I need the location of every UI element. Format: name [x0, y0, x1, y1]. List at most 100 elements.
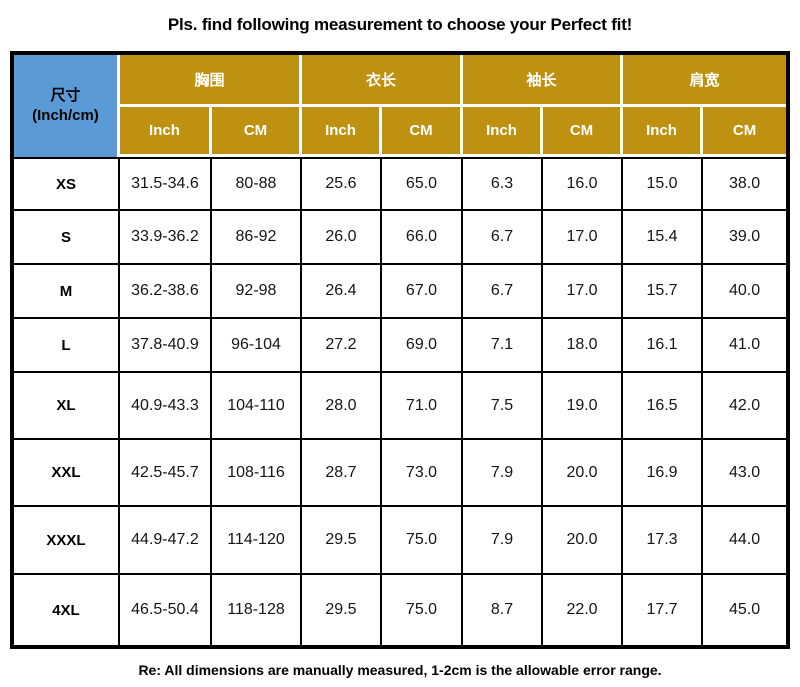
value-cell: 67.0: [381, 265, 463, 319]
unit-header-row: Inch CM Inch CM Inch CM Inch CM: [14, 107, 787, 157]
value-cell: 40.0: [703, 265, 787, 319]
value-cell: 16.5: [623, 373, 704, 440]
size-label: XS: [13, 157, 120, 211]
value-cell: 75.0: [381, 575, 463, 645]
value-cell: 8.7: [463, 575, 543, 645]
value-cell: 40.9-43.3: [119, 373, 212, 440]
value-cell: 44.9-47.2: [119, 507, 212, 575]
value-cell: 36.2-38.6: [119, 265, 212, 319]
size-label: XL: [13, 373, 120, 440]
footer-note: Re: All dimensions are manually measured…: [138, 662, 662, 678]
value-cell: 118-128: [211, 575, 302, 645]
corner-header-line1: 尺寸: [50, 87, 81, 104]
value-cell: 104-110: [211, 373, 302, 440]
value-cell: 33.9-36.2: [119, 211, 212, 265]
value-cell: 17.7: [623, 575, 704, 645]
table-row: S 33.9-36.2 86-92 26.0 66.0 6.7 17.0 15.4 39.0: [13, 211, 787, 265]
value-cell: 66.0: [381, 211, 463, 265]
value-cell: 28.7: [301, 440, 382, 507]
table-row: XL 40.9-43.3 104-110 28.0 71.0 7.5 19.0 16.5 42.…: [13, 373, 787, 440]
value-cell: 65.0: [381, 157, 463, 211]
size-chart-table: 尺寸 (Inch/cm) 胸围 衣长 袖长 肩宽 Inch CM Inch CM…: [9, 51, 791, 649]
corner-header-line2: (Inch/cm): [32, 107, 99, 124]
group-header-length: 衣长: [301, 55, 463, 107]
page-title: Pls. find following measurement to choos…: [167, 15, 633, 34]
value-cell: 7.1: [463, 319, 543, 373]
value-cell: 26.4: [301, 265, 382, 319]
value-cell: 16.0: [543, 157, 624, 211]
table-header: 尺寸 (Inch/cm) 胸围 衣长 袖长 肩宽 Inch CM Inch CM…: [13, 55, 787, 157]
value-cell: 39.0: [703, 211, 787, 265]
value-cell: 17.3: [623, 507, 704, 575]
value-cell: 92-98: [211, 265, 302, 319]
unit-header: CM: [703, 107, 787, 157]
value-cell: 27.2: [301, 319, 382, 373]
table-row: XXL 42.5-45.7 108-116 28.7 73.0 7.9 20.0 16.9 43…: [13, 440, 787, 507]
value-cell: 25.6: [301, 157, 382, 211]
unit-header: CM: [543, 107, 624, 157]
size-label: XXL: [13, 440, 120, 507]
table-row: M 36.2-38.6 92-98 26.4 67.0 6.7 17.0 15.7 40.0: [13, 265, 787, 319]
table-row: XS 31.5-34.6 80-88 25.6 65.0 6.3 16.0 15.0 38.0: [13, 157, 787, 211]
size-table-body: XS 31.5-34.6 80-88 25.6 65.0 6.3 16.0 15.0 38.0 S…: [13, 157, 787, 645]
value-cell: 38.0: [703, 157, 787, 211]
value-cell: 80-88: [211, 157, 302, 211]
value-cell: 42.0: [703, 373, 787, 440]
value-cell: 7.9: [463, 507, 543, 575]
value-cell: 37.8-40.9: [119, 319, 212, 373]
unit-header: Inch: [623, 107, 704, 157]
group-header-sleeve: 袖长: [463, 55, 624, 107]
value-cell: 44.0: [703, 507, 787, 575]
value-cell: 41.0: [703, 319, 787, 373]
value-cell: 17.0: [543, 265, 624, 319]
unit-header: CM: [381, 107, 463, 157]
value-cell: 28.0: [301, 373, 382, 440]
value-cell: 16.1: [623, 319, 704, 373]
value-cell: 15.7: [623, 265, 704, 319]
value-cell: 29.5: [301, 575, 382, 645]
size-label: M: [13, 265, 120, 319]
unit-header: Inch: [119, 107, 212, 157]
size-label: L: [13, 319, 120, 373]
value-cell: 6.7: [463, 265, 543, 319]
value-cell: 71.0: [381, 373, 463, 440]
value-cell: 20.0: [543, 507, 624, 575]
group-header-chest: 胸围: [119, 55, 302, 107]
value-cell: 96-104: [211, 319, 302, 373]
value-cell: 20.0: [543, 440, 624, 507]
value-cell: 16.9: [623, 440, 704, 507]
value-cell: 29.5: [301, 507, 382, 575]
table-row: L 37.8-40.9 96-104 27.2 69.0 7.1 18.0 16.1 41.0: [13, 319, 787, 373]
value-cell: 19.0: [543, 373, 624, 440]
size-label: XXXL: [13, 507, 120, 575]
value-cell: 75.0: [381, 507, 463, 575]
value-cell: 7.5: [463, 373, 543, 440]
value-cell: 114-120: [211, 507, 302, 575]
value-cell: 17.0: [543, 211, 624, 265]
size-label: S: [13, 211, 120, 265]
value-cell: 73.0: [381, 440, 463, 507]
value-cell: 15.4: [623, 211, 704, 265]
value-cell: 69.0: [381, 319, 463, 373]
value-cell: 42.5-45.7: [119, 440, 212, 507]
value-cell: 26.0: [301, 211, 382, 265]
unit-header: CM: [211, 107, 302, 157]
unit-header: Inch: [463, 107, 543, 157]
value-cell: 6.7: [463, 211, 543, 265]
unit-header: Inch: [301, 107, 382, 157]
value-cell: 18.0: [543, 319, 624, 373]
value-cell: 6.3: [463, 157, 543, 211]
value-cell: 43.0: [703, 440, 787, 507]
value-cell: 108-116: [211, 440, 302, 507]
group-header-row: 尺寸 (Inch/cm) 胸围 衣长 袖长 肩宽: [13, 55, 787, 157]
value-cell: 7.9: [463, 440, 543, 507]
table-row: 4XL 46.5-50.4 118-128 29.5 75.0 8.7 22.0 17.7 45…: [13, 575, 787, 645]
value-cell: 45.0: [703, 575, 787, 645]
size-label: 4XL: [13, 575, 120, 645]
group-header-shoulder: 肩宽: [623, 55, 787, 107]
value-cell: 15.0: [623, 157, 704, 211]
table-row: XXXL 44.9-47.2 114-120 29.5 75.0 7.9 20.0 17.3 4…: [13, 507, 787, 575]
corner-header-size: 尺寸 (Inch/cm): [13, 55, 120, 157]
value-cell: 22.0: [543, 575, 624, 645]
value-cell: 46.5-50.4: [119, 575, 212, 645]
